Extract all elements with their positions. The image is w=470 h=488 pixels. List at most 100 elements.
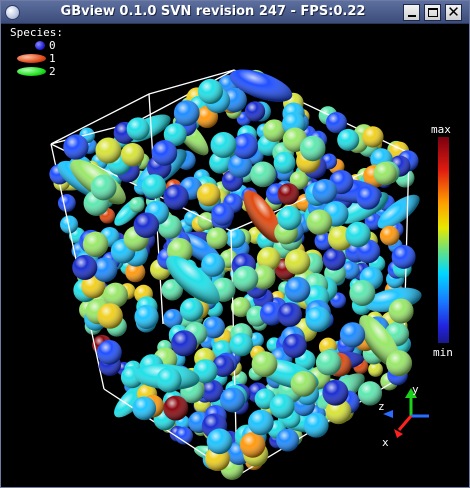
sphere-particle — [193, 359, 218, 384]
sphere-particle — [337, 128, 360, 151]
maximize-button[interactable] — [424, 4, 441, 21]
minimize-icon — [408, 15, 416, 17]
particle-scene[interactable] — [1, 24, 469, 487]
sphere-particle — [373, 161, 397, 186]
sphere-particle — [341, 260, 360, 280]
sphere-particle — [289, 170, 309, 190]
z-axis-label: z — [378, 400, 385, 413]
particle-cloud-front — [49, 69, 422, 480]
sphere-particle — [232, 133, 258, 160]
sphere-particle — [305, 306, 331, 332]
sphere-particle — [368, 362, 383, 377]
legend-label: 1 — [49, 52, 56, 65]
sphere-particle — [284, 249, 311, 275]
sphere-particle — [256, 246, 281, 271]
sphere-particle — [244, 101, 266, 122]
sphere-particle — [197, 78, 224, 104]
sphere-particle — [163, 123, 187, 147]
sphere-particle — [96, 339, 122, 365]
sphere-particle — [63, 134, 89, 160]
sphere-particle — [290, 370, 317, 397]
sphere-particle — [251, 351, 278, 377]
sphere-particle — [202, 316, 225, 339]
sphere-particle — [303, 412, 329, 438]
sphere-particle — [312, 179, 338, 204]
legend-item: 2 — [10, 65, 63, 78]
sphere-particle — [349, 280, 376, 306]
y-axis-label: y — [412, 383, 419, 396]
sphere-particle — [161, 279, 183, 301]
sphere-particle — [277, 183, 300, 205]
sphere-particle — [206, 227, 228, 249]
sphere-particle — [179, 298, 204, 322]
sphere-particle — [92, 257, 118, 282]
sphere-particle — [196, 182, 221, 207]
sphere-particle — [276, 428, 300, 452]
x-axis-arrow — [397, 415, 413, 431]
sphere-particle — [97, 303, 123, 329]
y-axis-arrowhead — [405, 388, 417, 398]
sphere-particle — [356, 185, 381, 210]
sphere-particle — [120, 142, 145, 167]
close-icon: ✕ — [447, 3, 460, 21]
title-bar[interactable]: GBview 0.1.0 SVN revision 247 - FPS:0.22… — [1, 1, 469, 24]
sphere-particle — [95, 137, 122, 164]
sphere-particle — [379, 225, 400, 246]
sphere-particle — [229, 332, 253, 357]
sphere-particle — [210, 131, 237, 158]
sphere-particle — [60, 215, 79, 234]
sphere-particle — [277, 205, 302, 231]
legend-item: 0 — [10, 39, 63, 52]
sphere-particle — [220, 387, 246, 413]
sphere-particle — [345, 221, 371, 248]
sphere-particle — [58, 194, 76, 212]
app-menu-icon[interactable] — [5, 5, 20, 20]
sphere-particle — [200, 379, 224, 403]
window-title: GBview 0.1.0 SVN revision 247 - FPS:0.22 — [60, 4, 366, 19]
legend-label: 2 — [49, 65, 56, 78]
sphere-particle — [259, 301, 284, 326]
sphere-particle — [364, 212, 382, 230]
ellipsoid-swatch-icon — [17, 54, 46, 63]
sphere-particle — [163, 395, 189, 421]
sphere-particle — [388, 298, 414, 324]
close-button[interactable]: ✕ — [445, 4, 462, 21]
sphere-particle — [72, 254, 98, 280]
sphere-particle — [239, 432, 266, 458]
sphere-swatch-icon — [35, 41, 45, 50]
sphere-particle — [175, 426, 193, 445]
sphere-particle — [362, 126, 384, 148]
maximize-icon — [428, 8, 438, 17]
sphere-particle — [277, 302, 303, 327]
sphere-particle — [269, 393, 295, 419]
sphere-particle — [141, 174, 167, 199]
sphere-particle — [262, 119, 286, 142]
minimize-button[interactable] — [403, 4, 420, 21]
sphere-particle — [126, 117, 150, 141]
gl-viewport[interactable]: Species: 0 1 2 max min y z x — [1, 24, 469, 487]
ellipsoid-particle — [229, 69, 293, 102]
sphere-particle — [163, 308, 183, 329]
sphere-particle — [227, 153, 253, 178]
ellipsoid-swatch-icon — [17, 67, 46, 76]
x-axis-arrowhead — [394, 429, 403, 438]
species-legend: Species: 0 1 2 — [10, 26, 63, 78]
sphere-particle — [206, 428, 233, 455]
sphere-particle — [201, 253, 226, 277]
sphere-particle — [306, 209, 333, 235]
sphere-particle — [225, 228, 246, 249]
axes-gizmo — [383, 388, 429, 438]
sphere-particle — [90, 174, 117, 201]
sphere-particle — [125, 262, 146, 283]
sphere-particle — [134, 304, 159, 329]
legend-item: 1 — [10, 52, 63, 65]
sphere-particle — [248, 409, 274, 436]
ellipsoid-particle — [377, 194, 420, 229]
sphere-particle — [133, 212, 160, 238]
sphere-particle — [151, 140, 178, 166]
sphere-particle — [315, 350, 342, 376]
sphere-particle — [357, 381, 383, 406]
legend-label: 0 — [49, 39, 56, 52]
sphere-particle — [273, 151, 296, 174]
